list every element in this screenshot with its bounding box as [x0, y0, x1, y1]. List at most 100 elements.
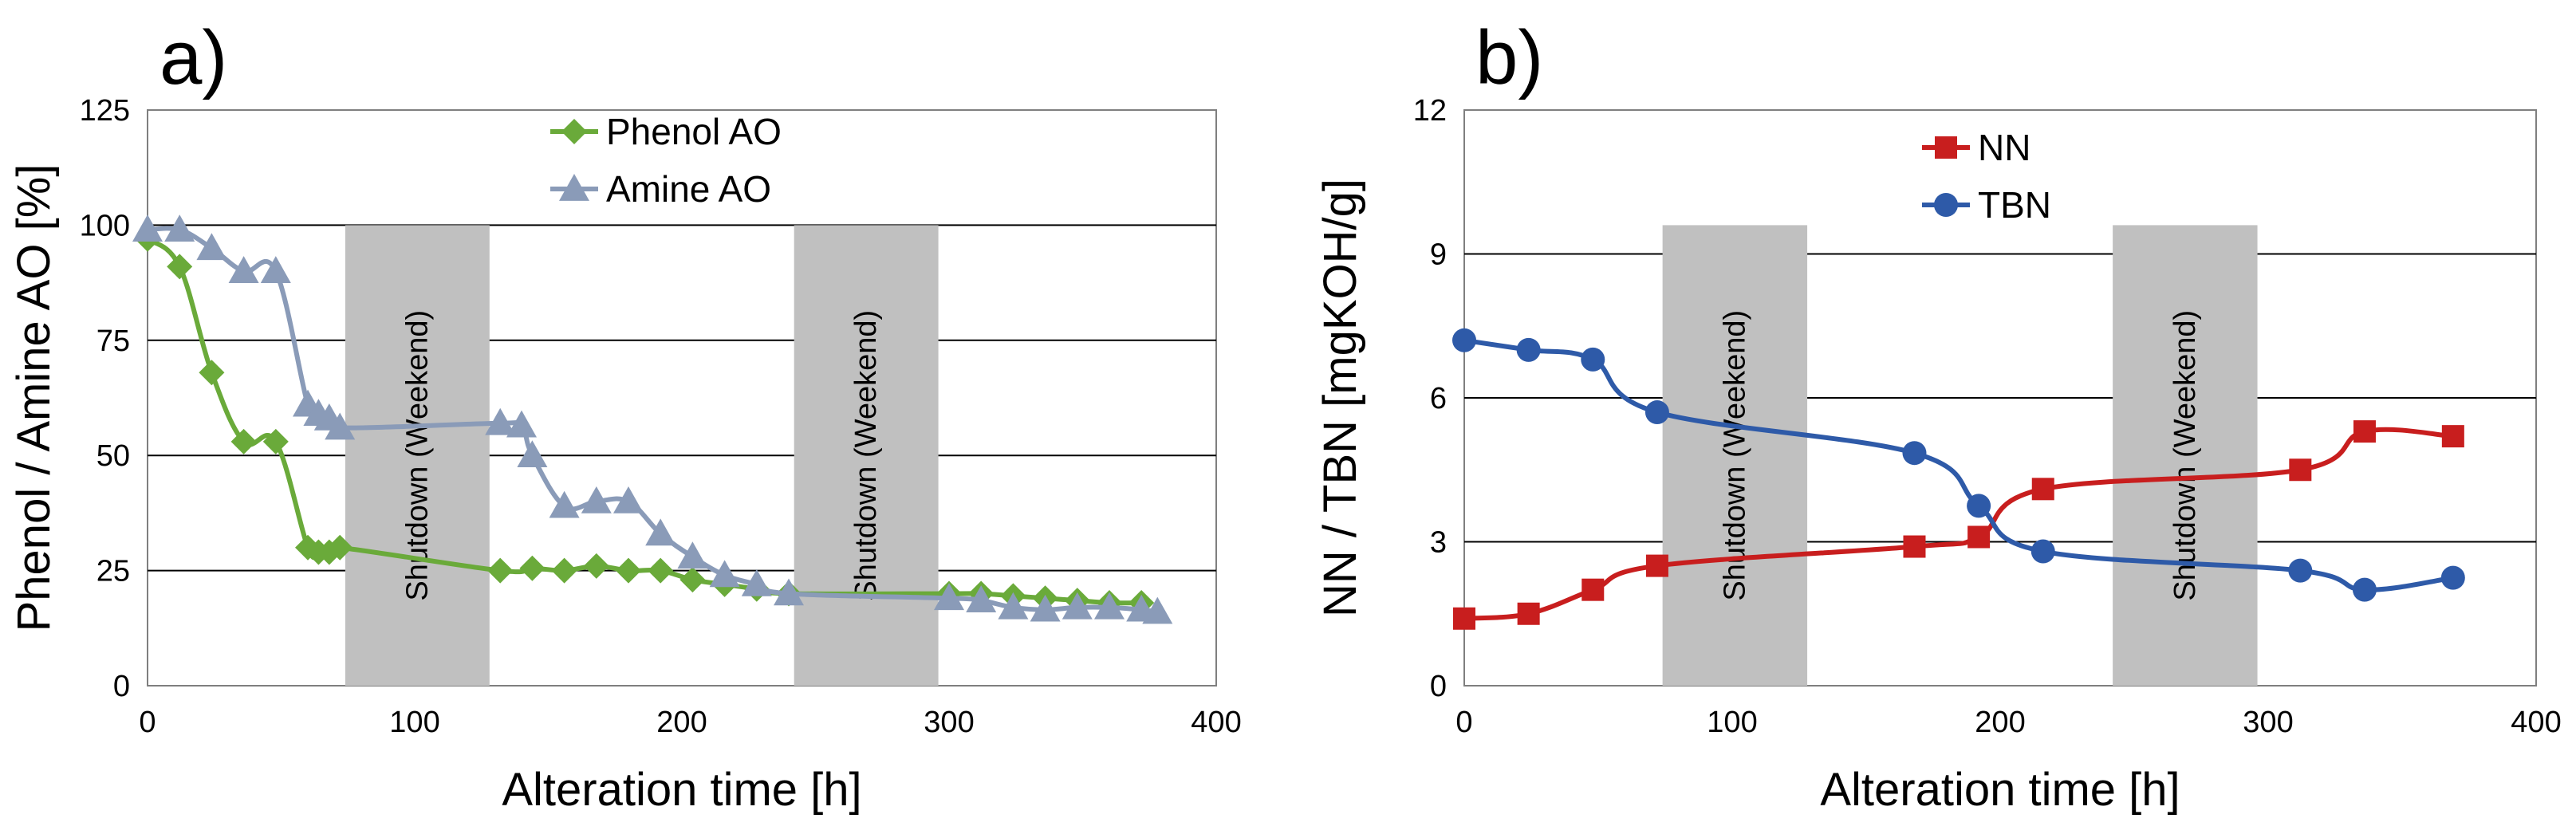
data-point-phenol-ao: [679, 567, 706, 593]
y-tick-label: 12: [1413, 94, 1447, 128]
x-tick-label: 400: [2511, 706, 2561, 739]
data-point-amine-ao: [934, 583, 964, 611]
y-tick-label: 75: [97, 325, 130, 358]
data-point-phenol-ao: [262, 428, 289, 454]
legend-marker: [1934, 193, 1958, 217]
data-point-tbn: [2352, 577, 2377, 602]
data-point-nn: [2031, 478, 2054, 501]
data-point-tbn: [1902, 441, 1927, 466]
data-point-amine-ao: [196, 233, 227, 261]
x-axis-label: Alteration time [h]: [1820, 764, 2180, 816]
data-point-amine-ao: [1094, 592, 1125, 620]
shutdown-region: [1662, 225, 1808, 686]
panel-label: b): [1475, 15, 1543, 100]
x-tick-label: 300: [924, 706, 974, 739]
x-tick-label: 100: [389, 706, 439, 739]
data-point-amine-ao: [774, 578, 804, 606]
data-point-phenol-ao: [487, 557, 514, 584]
data-point-amine-ao: [517, 440, 548, 468]
data-point-nn: [1581, 578, 1605, 601]
data-point-amine-ao: [260, 256, 291, 283]
panel-a-chart: Shutdown (Weekend) Shutdown (Weekend) 0 25 5…: [8, 15, 1242, 816]
data-point-tbn: [1967, 494, 1991, 518]
data-point-amine-ao: [325, 412, 356, 440]
legend-label: Phenol AO: [606, 111, 782, 152]
data-point-tbn: [2288, 558, 2313, 583]
x-tick-label: 0: [139, 706, 156, 739]
shutdown-label: Shutdown (Weekend): [2168, 310, 2202, 601]
data-point-amine-ao: [549, 490, 580, 518]
data-point-phenol-ao: [583, 553, 609, 579]
data-point-amine-ao: [677, 541, 708, 569]
legend-marker: [561, 119, 587, 144]
x-tick-label: 400: [1191, 706, 1241, 739]
shutdown-region: [2113, 225, 2258, 686]
data-point-nn: [2289, 458, 2312, 482]
data-point-amine-ao: [132, 214, 163, 242]
y-axis-label: NN / TBN [mgKOH/g]: [1314, 179, 1366, 617]
data-point-amine-ao: [966, 585, 997, 612]
data-point-amine-ao: [998, 592, 1029, 620]
y-tick-label: 9: [1430, 238, 1447, 272]
data-point-amine-ao: [741, 569, 772, 596]
y-tick-label: 100: [80, 209, 130, 242]
data-point-amine-ao: [228, 256, 259, 283]
x-tick-label: 100: [1707, 706, 1757, 739]
x-tick-label: 0: [1455, 706, 1472, 739]
data-point-amine-ao: [645, 518, 676, 546]
data-point-tbn: [1581, 347, 1605, 372]
shutdown-label: Shutdown (Weekend): [400, 310, 434, 601]
x-tick-label: 300: [2243, 706, 2293, 739]
y-tick-label: 0: [113, 670, 130, 703]
y-tick-label: 6: [1430, 382, 1447, 415]
data-point-nn: [1967, 525, 1991, 549]
data-point-tbn: [2030, 539, 2055, 564]
legend-marker: [1935, 136, 1957, 159]
plot-area: [147, 109, 1217, 687]
legend-marker: [559, 174, 589, 201]
data-point-phenol-ao: [616, 557, 641, 584]
data-point-nn: [1453, 607, 1475, 630]
shutdown-region: [345, 225, 490, 686]
data-point-tbn: [1644, 400, 1669, 425]
y-tick-label: 125: [80, 94, 130, 128]
legend-label: TBN: [1978, 184, 2051, 226]
data-point-amine-ao: [709, 560, 740, 588]
data-point-phenol-ao: [551, 557, 577, 584]
data-point-nn: [1645, 554, 1668, 577]
y-tick-label: 50: [97, 439, 130, 473]
data-point-phenol-ao: [519, 555, 546, 581]
data-point-amine-ao: [1030, 594, 1061, 622]
shutdown-region: [794, 225, 939, 686]
data-point-phenol-ao: [199, 360, 225, 386]
data-point-phenol-ao: [327, 534, 353, 561]
x-tick-label: 200: [656, 706, 707, 739]
data-point-nn: [1903, 535, 1926, 558]
data-point-phenol-ao: [230, 428, 257, 454]
data-point-nn: [2441, 425, 2464, 448]
data-point-tbn: [1452, 328, 1476, 352]
data-point-amine-ao: [613, 486, 644, 513]
data-point-amine-ao: [1142, 596, 1173, 624]
data-point-amine-ao: [1062, 592, 1093, 620]
data-point-nn: [1517, 602, 1540, 625]
y-axis-label: Phenol / Amine AO [%]: [8, 164, 60, 632]
legend-label: NN: [1978, 127, 2030, 168]
data-point-amine-ao: [506, 410, 537, 438]
shutdown-label: Shutdown (Weekend): [849, 310, 883, 601]
data-point-nn: [2353, 420, 2376, 443]
data-point-amine-ao: [485, 407, 516, 435]
y-tick-label: 0: [1430, 670, 1447, 703]
data-point-amine-ao: [164, 214, 195, 242]
y-tick-label: 25: [97, 555, 130, 588]
data-point-tbn: [1516, 337, 1541, 362]
data-point-phenol-ao: [167, 254, 193, 280]
legend-label: Amine AO: [606, 168, 771, 210]
x-axis-label: Alteration time [h]: [502, 764, 861, 816]
shutdown-label: Shutdown (Weekend): [1718, 310, 1751, 601]
data-point-tbn: [2440, 565, 2465, 590]
y-tick-label: 3: [1430, 526, 1447, 560]
data-point-phenol-ao: [648, 557, 674, 584]
data-point-amine-ao: [581, 486, 612, 513]
